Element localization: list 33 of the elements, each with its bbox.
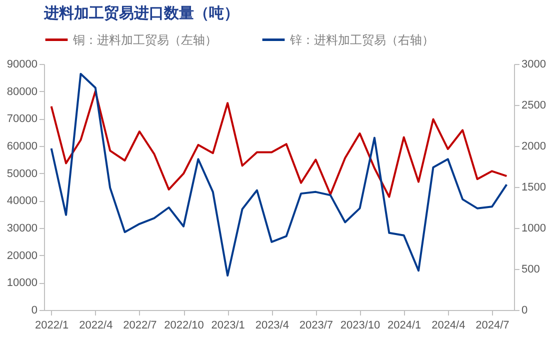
- x-tick-label: 2024/4: [432, 320, 466, 332]
- x-tick-label: 2024/7: [476, 320, 510, 332]
- legend-label: 锌：进料加工贸易（右轴）: [289, 32, 434, 47]
- legend-label: 铜：进料加工贸易（左轴）: [72, 32, 217, 47]
- y2-tick-label: 500: [522, 264, 540, 276]
- y-tick-label: 30000: [6, 222, 38, 234]
- y-tick-label: 60000: [6, 140, 38, 152]
- x-tick-label: 2022/7: [123, 320, 157, 332]
- x-tick-label: 2024/1: [388, 320, 422, 332]
- x-tick-label: 2022/10: [164, 320, 204, 332]
- y2-tick-label: 1000: [522, 222, 546, 234]
- x-tick-label: 2022/4: [79, 320, 113, 332]
- chart-title: 进料加工贸易进口数量（吨）: [43, 5, 239, 22]
- y-tick-label: 10000: [6, 277, 38, 290]
- y-tick-label: 90000: [6, 58, 38, 70]
- x-tick-label: 2022/1: [35, 320, 69, 332]
- x-tick-label: 2023/4: [255, 320, 289, 332]
- y-tick-label: 80000: [6, 86, 38, 98]
- line-series: [50, 72, 508, 277]
- y-tick-label: 70000: [6, 113, 38, 126]
- y2-tick-label: 1500: [522, 182, 546, 194]
- x-tick-label: 2023/10: [340, 320, 380, 332]
- y2-tick-label: 3000: [522, 58, 546, 70]
- y-tick-label: 50000: [6, 168, 38, 180]
- y2-tick-label: 2500: [522, 100, 546, 112]
- x-tick-label: 2023/1: [211, 320, 245, 332]
- y-tick-label: 20000: [6, 250, 38, 262]
- x-tick-label: 2023/7: [299, 320, 334, 332]
- y2-tick-label: 0: [522, 304, 528, 316]
- y-tick-label: 40000: [6, 195, 38, 208]
- line-series: [50, 90, 508, 198]
- y-tick-label: 0: [31, 304, 38, 316]
- y2-tick-label: 2000: [522, 140, 546, 152]
